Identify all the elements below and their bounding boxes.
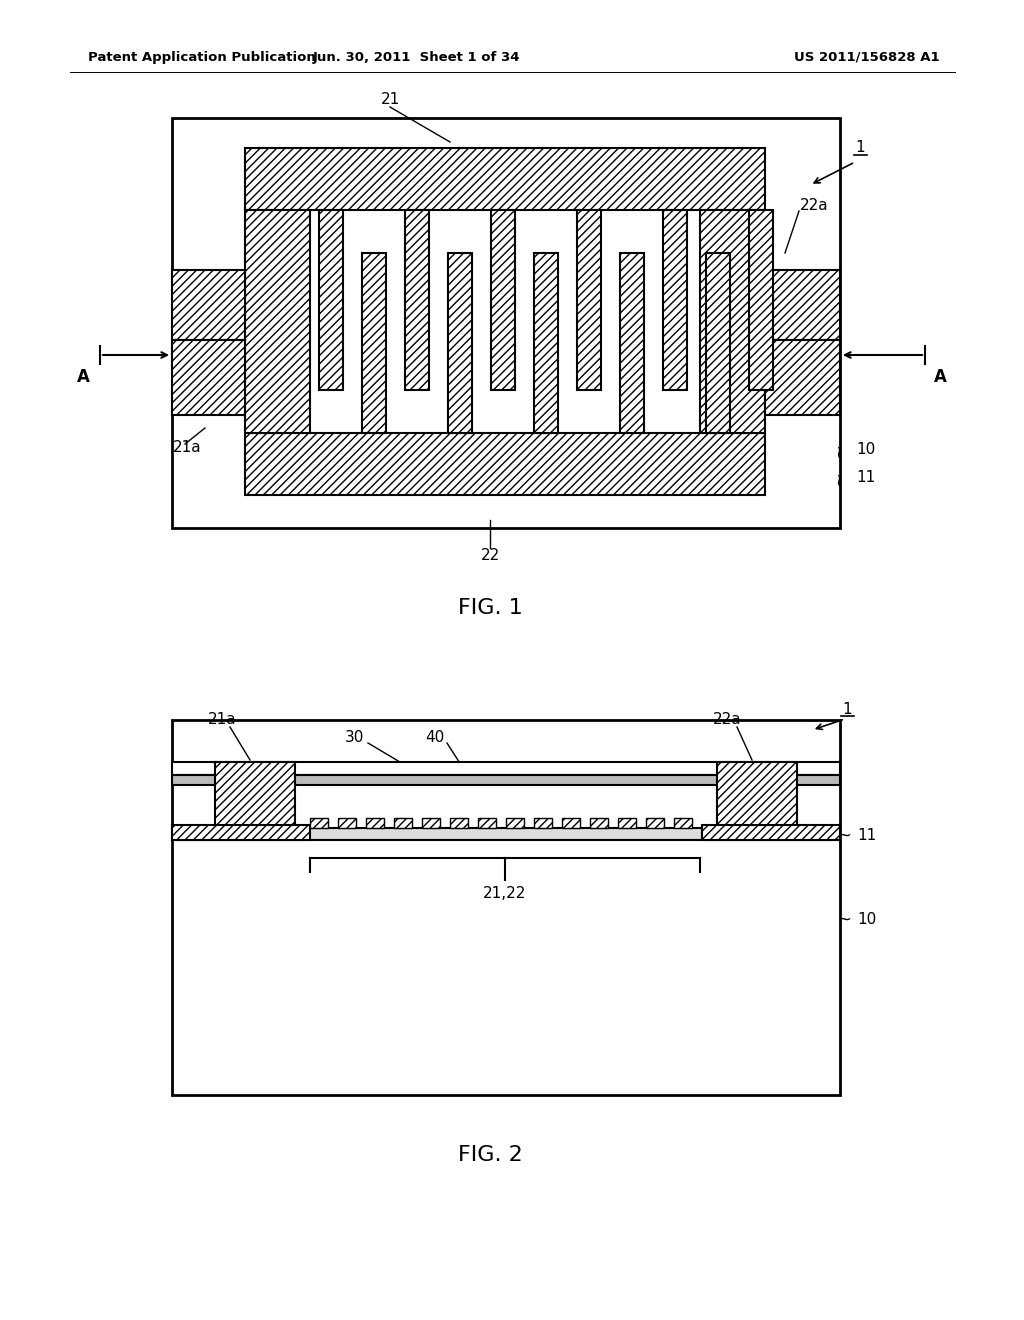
Text: ~: ~	[830, 442, 848, 458]
Bar	[449, 253, 472, 433]
Bar	[765, 271, 840, 341]
Bar	[172, 825, 310, 840]
Bar	[366, 818, 384, 828]
Text: 1: 1	[855, 140, 865, 156]
Bar	[172, 828, 840, 840]
Bar	[406, 210, 429, 389]
Bar	[450, 818, 468, 828]
Bar	[422, 818, 440, 828]
Text: 11: 11	[857, 829, 877, 843]
Text: 11: 11	[856, 470, 876, 486]
Bar	[172, 775, 840, 785]
Text: 21a: 21a	[173, 441, 202, 455]
Bar	[506, 818, 524, 828]
Bar	[590, 818, 608, 828]
Bar	[245, 148, 765, 210]
Text: ~: ~	[830, 470, 848, 486]
Bar	[646, 818, 664, 828]
Text: 30: 30	[345, 730, 365, 744]
Bar	[215, 762, 295, 828]
Bar	[765, 341, 840, 414]
Text: 1: 1	[842, 702, 852, 718]
Bar	[172, 719, 840, 1096]
Text: ~: ~	[837, 828, 851, 845]
Text: 21,22: 21,22	[483, 887, 526, 902]
Text: 21: 21	[380, 92, 399, 107]
Bar	[620, 253, 644, 433]
Text: US 2011/156828 A1: US 2011/156828 A1	[795, 50, 940, 63]
Bar	[706, 253, 730, 433]
Bar	[478, 818, 496, 828]
Bar	[577, 210, 601, 389]
Bar	[702, 825, 840, 840]
Bar	[172, 341, 245, 414]
Text: 22a: 22a	[713, 713, 741, 727]
Bar	[394, 818, 412, 828]
Text: A: A	[934, 368, 946, 385]
Bar	[674, 818, 692, 828]
Text: FIG. 1: FIG. 1	[458, 598, 522, 618]
Bar	[490, 210, 515, 389]
Text: 10: 10	[857, 912, 877, 928]
Text: 21a: 21a	[208, 713, 237, 727]
Bar	[562, 818, 580, 828]
Bar	[749, 210, 773, 389]
Bar	[362, 253, 386, 433]
Bar	[172, 117, 840, 528]
Text: 22: 22	[480, 548, 500, 562]
Bar	[310, 818, 328, 828]
Bar	[717, 762, 797, 828]
Text: FIG. 2: FIG. 2	[458, 1144, 522, 1166]
Bar	[319, 210, 343, 389]
Bar	[245, 433, 765, 495]
Text: 40: 40	[425, 730, 444, 744]
Text: Patent Application Publication: Patent Application Publication	[88, 50, 315, 63]
Bar	[534, 818, 552, 828]
Bar	[172, 271, 245, 341]
Text: Jun. 30, 2011  Sheet 1 of 34: Jun. 30, 2011 Sheet 1 of 34	[312, 50, 520, 63]
Text: 10: 10	[856, 442, 876, 458]
Bar	[338, 818, 356, 828]
Bar	[172, 762, 840, 775]
Bar	[700, 210, 765, 433]
Text: A: A	[77, 368, 89, 385]
Bar	[663, 210, 687, 389]
Bar	[245, 210, 310, 433]
Text: ~: ~	[837, 911, 851, 929]
Bar	[534, 253, 558, 433]
Text: 22a: 22a	[800, 198, 828, 213]
Bar	[618, 818, 636, 828]
